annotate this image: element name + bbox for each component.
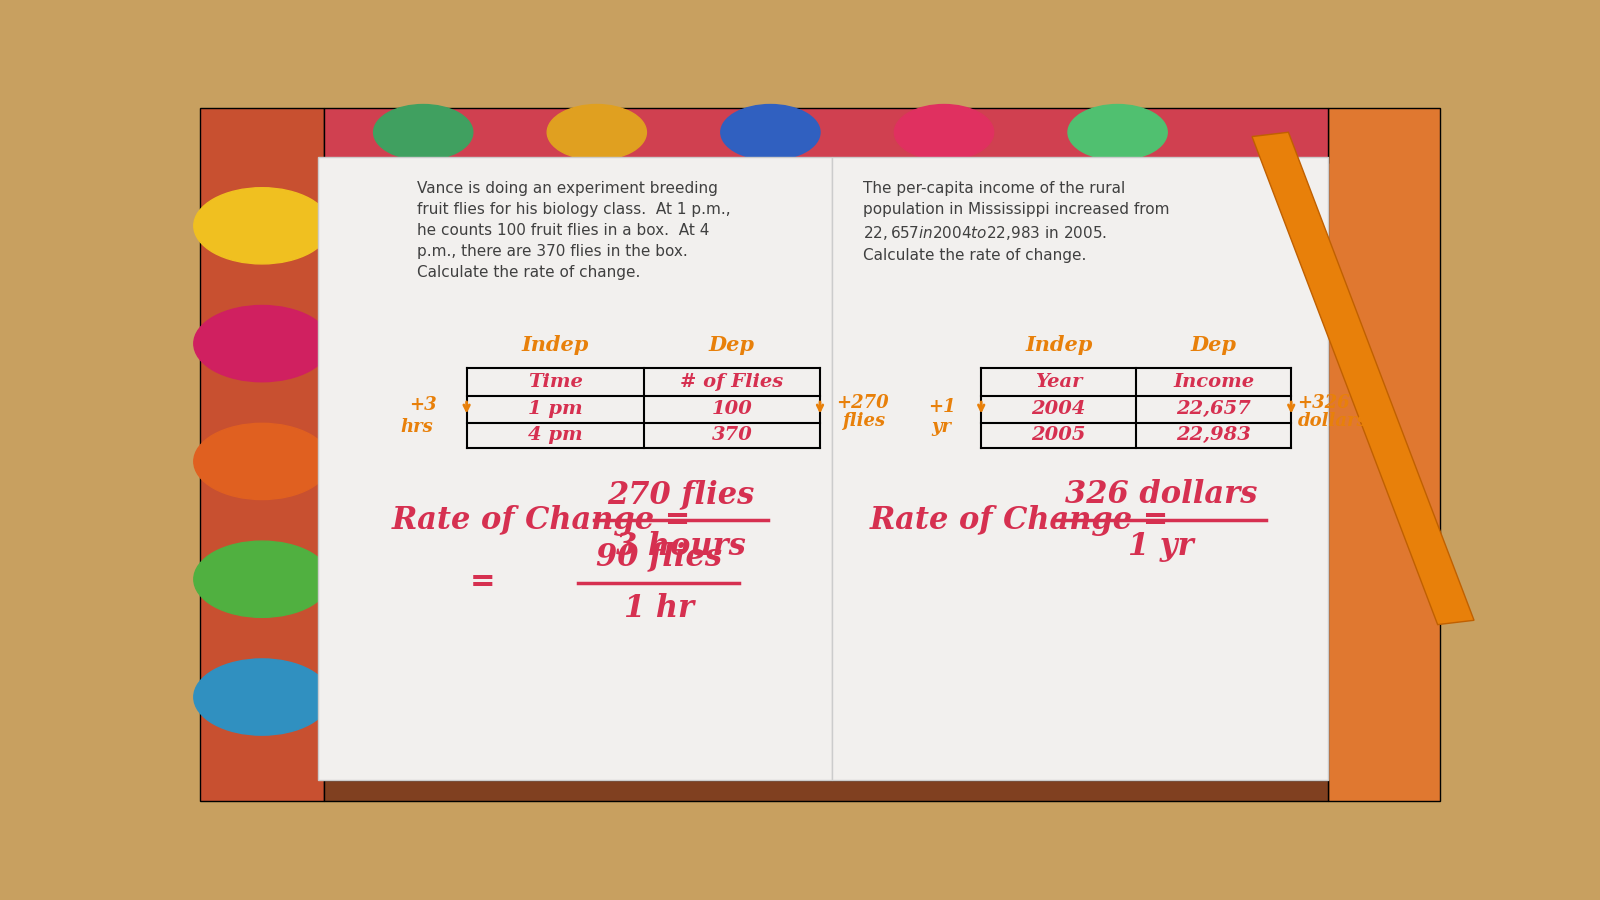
Text: =: =: [470, 567, 496, 598]
Text: Dep: Dep: [709, 335, 755, 355]
Text: 370: 370: [712, 427, 752, 445]
FancyBboxPatch shape: [323, 780, 1328, 801]
Text: Vance is doing an experiment breeding
fruit flies for his biology class.  At 1 p: Vance is doing an experiment breeding fr…: [418, 181, 731, 280]
Text: The per-capita income of the rural
population in Mississippi increased from
$22,: The per-capita income of the rural popul…: [864, 181, 1170, 263]
FancyBboxPatch shape: [200, 108, 323, 801]
Text: 4 pm: 4 pm: [528, 427, 582, 445]
Text: hrs: hrs: [400, 418, 434, 436]
Text: flies: flies: [842, 412, 885, 430]
Text: 22,657: 22,657: [1176, 400, 1251, 418]
Circle shape: [194, 659, 330, 735]
Text: 270 flies: 270 flies: [608, 479, 755, 510]
Circle shape: [194, 423, 330, 500]
Text: yr: yr: [931, 418, 952, 436]
Text: 326 dollars: 326 dollars: [1066, 479, 1258, 510]
Circle shape: [720, 104, 819, 160]
Text: 1 hr: 1 hr: [624, 593, 694, 624]
Circle shape: [547, 104, 646, 160]
Circle shape: [1069, 104, 1166, 160]
Circle shape: [194, 541, 330, 617]
Text: Rate of Change =: Rate of Change =: [870, 505, 1179, 536]
Circle shape: [894, 104, 994, 160]
Text: Year: Year: [1035, 373, 1082, 391]
Text: 3 hours: 3 hours: [616, 531, 746, 562]
Text: 1 yr: 1 yr: [1128, 531, 1194, 562]
Text: dollars: dollars: [1298, 412, 1366, 430]
Text: Indep: Indep: [1026, 335, 1093, 355]
Text: Dep: Dep: [1190, 335, 1237, 355]
FancyBboxPatch shape: [1328, 108, 1440, 801]
Text: 100: 100: [712, 400, 752, 418]
Text: +3: +3: [410, 396, 437, 414]
Circle shape: [194, 305, 330, 382]
Text: # of Flies: # of Flies: [680, 373, 784, 391]
FancyBboxPatch shape: [318, 157, 832, 780]
Text: Rate of Change =: Rate of Change =: [392, 505, 702, 536]
Circle shape: [373, 104, 474, 160]
Text: +326: +326: [1298, 393, 1350, 411]
FancyBboxPatch shape: [323, 108, 1328, 164]
Text: +1: +1: [928, 399, 955, 417]
Text: 90 flies: 90 flies: [595, 541, 722, 572]
Text: 22,983: 22,983: [1176, 427, 1251, 445]
FancyBboxPatch shape: [832, 157, 1328, 780]
Text: 1 pm: 1 pm: [528, 400, 582, 418]
Text: Time: Time: [528, 373, 582, 391]
Bar: [1253, 132, 1474, 625]
Circle shape: [194, 188, 330, 264]
Text: +270: +270: [837, 393, 888, 411]
Text: Income: Income: [1173, 373, 1254, 391]
Text: Indep: Indep: [522, 335, 589, 355]
Text: 2004: 2004: [1032, 400, 1086, 418]
Text: 2005: 2005: [1032, 427, 1086, 445]
